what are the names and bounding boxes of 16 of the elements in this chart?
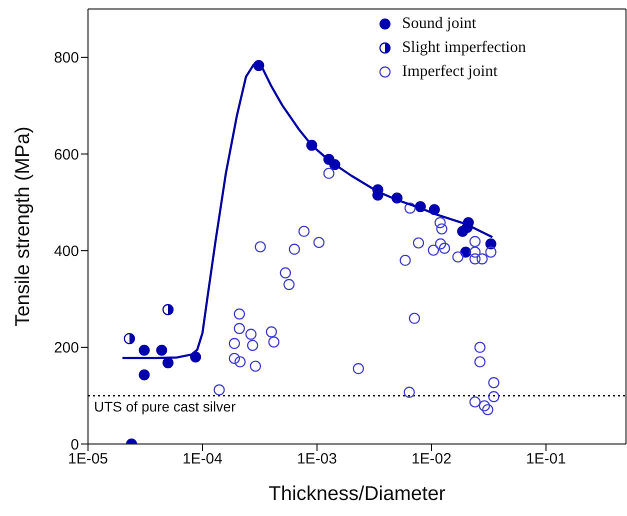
- x-tick-label: 1E-03: [296, 450, 337, 468]
- y-tick-label: 0: [70, 436, 79, 454]
- legend-label: Slight imperfection: [402, 38, 526, 58]
- y-tick-label: 600: [54, 146, 79, 164]
- y-tick-label: 800: [54, 50, 79, 67]
- x-tick-label: 1E-02: [411, 450, 452, 468]
- legend-label: Imperfect joint: [402, 62, 498, 82]
- y-tick-label: 400: [54, 242, 79, 260]
- y-tick-label: 200: [54, 340, 79, 357]
- x-tick-label: 1E-04: [182, 450, 223, 468]
- x-tick-label: 1E-05: [68, 450, 108, 468]
- x-tick-label: 1E-01: [526, 450, 566, 468]
- legend-label: Sound joint: [402, 14, 476, 34]
- y-axis-title: Tensile strength (MPa): [12, 126, 34, 327]
- x-axis-title: Thickness/Diameter: [268, 483, 446, 505]
- ref-line-label: UTS of pure cast silver: [94, 398, 236, 415]
